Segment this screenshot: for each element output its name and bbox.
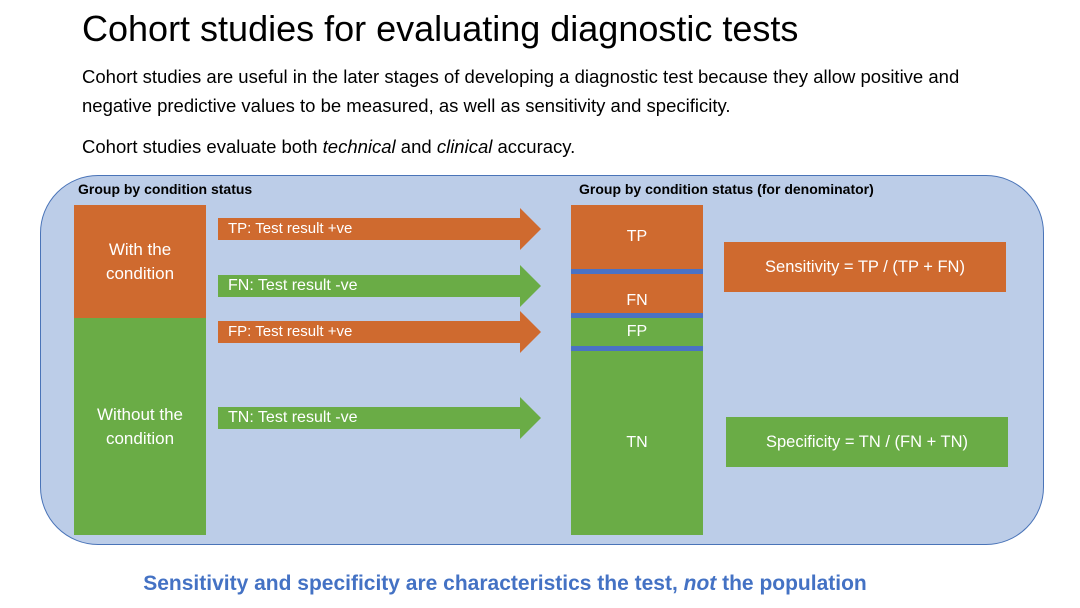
fn-block-label: FN [626,292,648,309]
accuracy-paragraph: Cohort studies evaluate both technical a… [82,132,575,161]
footer-statement: Sensitivity and specificity are characte… [0,572,1010,596]
specificity-formula-box: Specificity = TN / (FN + TN) [726,417,1008,467]
tp-block: TP [571,205,703,269]
accuracy-text-mid: and [395,136,437,157]
fp-block-label: FP [626,323,648,340]
right-group-label: Group by condition status (for denominat… [579,181,874,197]
tp-block-label: TP [626,228,648,245]
tn-arrow-label: TN: Test result -ve [228,409,358,426]
fp-arrow-label: FP: Test result +ve [228,323,353,340]
fn-arrow [218,265,541,307]
tp-arrow [218,208,541,250]
footer-emphasis: not [683,572,717,595]
tp-fn-separator [571,269,703,274]
tp-arrow-label: TP: Test result +ve [228,220,353,237]
tn-block-label: TN [626,434,648,451]
diagram-panel [40,175,1044,545]
accuracy-text-post: accuracy. [492,136,576,157]
with-condition-block: With the condition [74,205,206,318]
sensitivity-formula: Sensitivity = TP / (TP + FN) [765,257,965,276]
accuracy-text-pre: Cohort studies evaluate both [82,136,323,157]
tn-block: TN [571,351,703,535]
without-condition-block: Without the condition [74,318,206,535]
fp-arrow [218,311,541,353]
specificity-formula: Specificity = TN / (FN + TN) [765,432,968,451]
with-condition-label: With the condition [105,239,175,283]
fn-fp-separator [571,313,703,318]
arrows-layer [218,208,541,439]
slide-title: Cohort studies for evaluating diagnostic… [82,8,799,49]
clinical-emphasis: clinical [436,136,493,157]
fn-arrow-label: FN: Test result -ve [228,277,358,294]
sensitivity-formula-box: Sensitivity = TP / (TP + FN) [724,242,1006,292]
intro-paragraph: Cohort studies are useful in the later s… [82,66,960,116]
footer-text-pre: Sensitivity and specificity are characte… [143,572,684,595]
fp-tn-separator [571,346,703,351]
tn-arrow [218,397,541,439]
without-condition-label: Without the condition [97,404,183,448]
fp-block: FP [571,318,703,346]
fn-block: FN [571,274,703,313]
left-group-label: Group by condition status [78,181,253,197]
footer-text-post: the population [716,572,867,595]
technical-emphasis: technical [322,136,396,157]
